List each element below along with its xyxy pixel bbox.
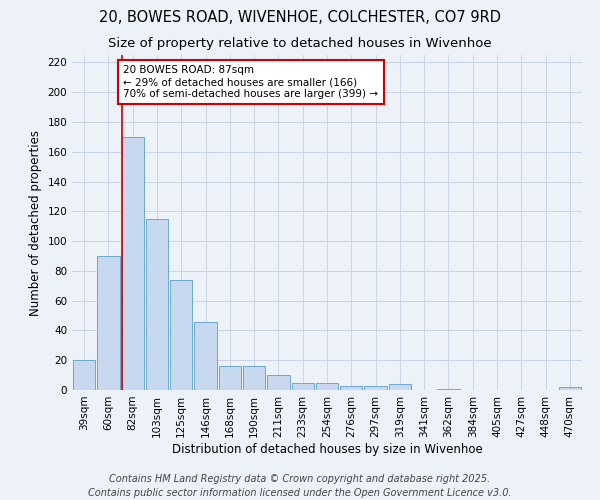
Bar xyxy=(73,360,95,390)
Text: 20, BOWES ROAD, WIVENHOE, COLCHESTER, CO7 9RD: 20, BOWES ROAD, WIVENHOE, COLCHESTER, CO… xyxy=(99,10,501,25)
Bar xyxy=(146,219,168,390)
Bar xyxy=(340,386,362,390)
Bar xyxy=(267,375,290,390)
Text: Contains HM Land Registry data © Crown copyright and database right 2025.
Contai: Contains HM Land Registry data © Crown c… xyxy=(88,474,512,498)
Bar xyxy=(437,388,460,390)
Bar xyxy=(97,256,119,390)
Bar xyxy=(194,322,217,390)
Bar xyxy=(316,382,338,390)
Y-axis label: Number of detached properties: Number of detached properties xyxy=(29,130,42,316)
Text: Size of property relative to detached houses in Wivenhoe: Size of property relative to detached ho… xyxy=(108,38,492,51)
Bar xyxy=(170,280,193,390)
Bar xyxy=(364,386,387,390)
Bar xyxy=(292,382,314,390)
Text: 20 BOWES ROAD: 87sqm
← 29% of detached houses are smaller (166)
70% of semi-deta: 20 BOWES ROAD: 87sqm ← 29% of detached h… xyxy=(124,66,379,98)
Bar xyxy=(243,366,265,390)
Bar xyxy=(559,387,581,390)
Bar xyxy=(218,366,241,390)
Bar xyxy=(389,384,411,390)
X-axis label: Distribution of detached houses by size in Wivenhoe: Distribution of detached houses by size … xyxy=(172,442,482,456)
Bar xyxy=(122,137,144,390)
